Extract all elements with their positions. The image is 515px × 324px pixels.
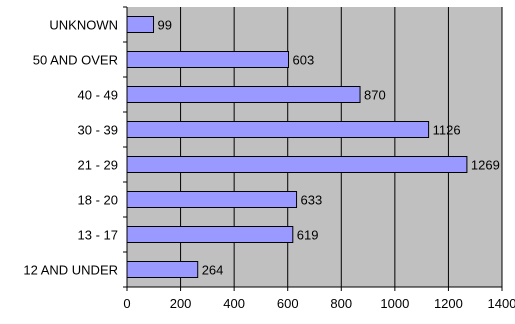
bar	[126, 261, 199, 278]
x-tick-label: 200	[170, 296, 192, 311]
category-label: 30 - 39	[78, 123, 118, 138]
category-label: 50 AND OVER	[33, 53, 118, 68]
bar	[126, 191, 298, 208]
bar	[126, 121, 430, 138]
bars	[126, 16, 468, 278]
bar	[126, 16, 155, 33]
data-label: 633	[301, 193, 323, 208]
x-tick-label: 1200	[434, 296, 463, 311]
x-tick-label: 600	[277, 296, 299, 311]
x-tick-label: 0	[123, 296, 130, 311]
category-label: 13 - 17	[78, 228, 118, 243]
bar	[126, 226, 294, 243]
category-label: 21 - 29	[78, 158, 118, 173]
category-label: UNKNOWN	[49, 18, 118, 33]
data-label: 619	[297, 228, 319, 243]
x-tick-label: 1400	[488, 296, 515, 311]
x-tick-label: 1000	[380, 296, 409, 311]
x-axis-ticks: 0 200 400 600 800 1000 1200 1400	[123, 287, 515, 311]
plot-area	[127, 7, 502, 287]
bar	[126, 51, 290, 68]
category-labels: UNKNOWN 50 AND OVER 40 - 49 30 - 39 21 - 29 1…	[23, 6, 127, 288]
data-label: 264	[202, 263, 224, 278]
category-label: 40 - 49	[78, 88, 118, 103]
data-label: 1269	[471, 158, 500, 173]
data-label: 603	[293, 53, 315, 68]
bar	[126, 156, 468, 173]
data-label: 1126	[433, 123, 461, 138]
bar	[126, 86, 361, 103]
data-labels: 99 603 870 1126 1269 633 619 264	[158, 18, 500, 278]
category-label: 12 AND UNDER	[23, 263, 118, 278]
category-label: 18 - 20	[78, 193, 118, 208]
data-label: 99	[158, 18, 172, 33]
x-tick-label: 800	[330, 296, 352, 311]
data-label: 870	[364, 88, 386, 103]
x-tick-label: 400	[223, 296, 245, 311]
